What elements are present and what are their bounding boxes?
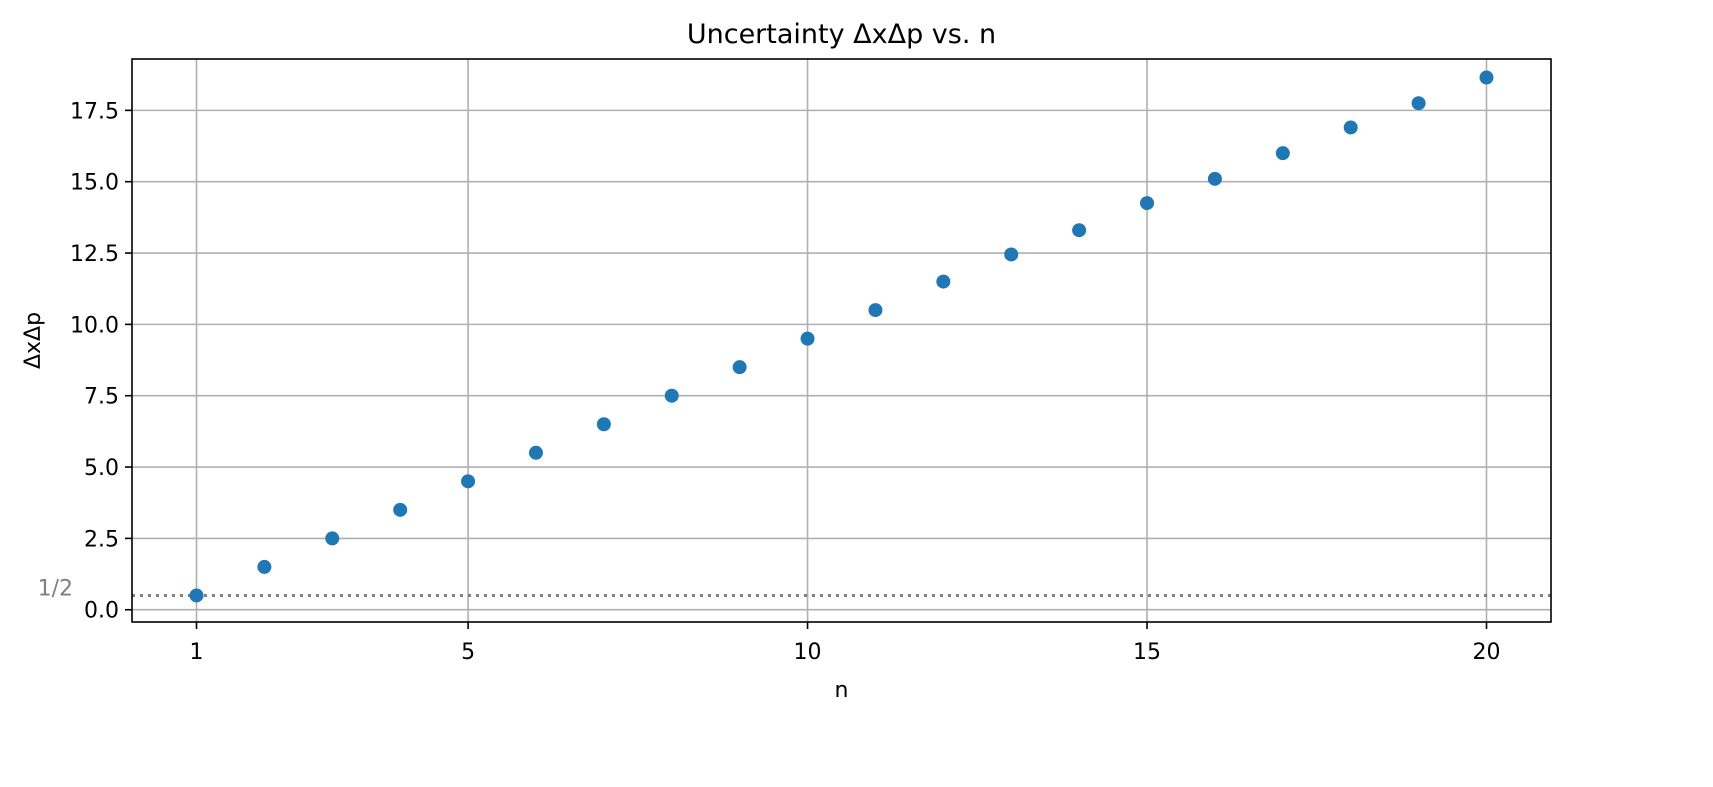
- plot-frame: [131, 58, 1552, 623]
- x-tick-label: 5: [461, 640, 475, 665]
- data-point: [189, 588, 204, 603]
- data-point: [1479, 70, 1494, 85]
- data-point: [800, 331, 815, 346]
- x-tick-label: 10: [794, 640, 822, 665]
- data-point: [1004, 247, 1019, 262]
- y-tick-label: 2.5: [84, 527, 119, 552]
- data-point: [1275, 146, 1290, 161]
- data-point: [461, 474, 476, 489]
- data-point: [257, 559, 272, 574]
- x-tick-label: 20: [1473, 640, 1501, 665]
- y-tick-label: 10.0: [70, 313, 119, 338]
- data-point: [1140, 196, 1155, 211]
- y-tick-label: 17.5: [70, 99, 119, 124]
- data-point: [393, 502, 408, 517]
- x-axis-ticks: 1 5 10 15 20: [190, 622, 1501, 665]
- x-axis-label: n: [835, 678, 849, 703]
- data-point: [596, 417, 611, 432]
- data-point: [1411, 96, 1426, 111]
- data-points: [189, 70, 1494, 603]
- x-tick-label: 1: [190, 640, 204, 665]
- y-axis-ticks: 0.0 2.5 5.0 7.5 10.0 12.5 15.0 17.5: [70, 99, 132, 624]
- data-point: [936, 274, 951, 289]
- y-axis-label: ΔxΔp: [21, 312, 46, 369]
- data-point: [664, 388, 679, 403]
- data-point: [1207, 171, 1222, 186]
- data-point: [528, 445, 543, 460]
- data-point: [732, 360, 747, 375]
- data-point: [325, 531, 340, 546]
- x-tick-label: 15: [1133, 640, 1161, 665]
- data-point: [868, 303, 883, 318]
- y-tick-label: 0.0: [84, 599, 119, 624]
- y-tick-label: 5.0: [84, 456, 119, 481]
- y-tick-label: 12.5: [70, 242, 119, 267]
- grid: [132, 59, 1551, 622]
- y-tick-label: 15.0: [70, 171, 119, 196]
- data-point: [1072, 223, 1087, 238]
- data-point: [1343, 120, 1358, 135]
- reference-line-label: 1/2: [38, 576, 73, 601]
- chart-title: Uncertainty ΔxΔp vs. n: [687, 19, 996, 50]
- y-tick-label: 7.5: [84, 385, 119, 410]
